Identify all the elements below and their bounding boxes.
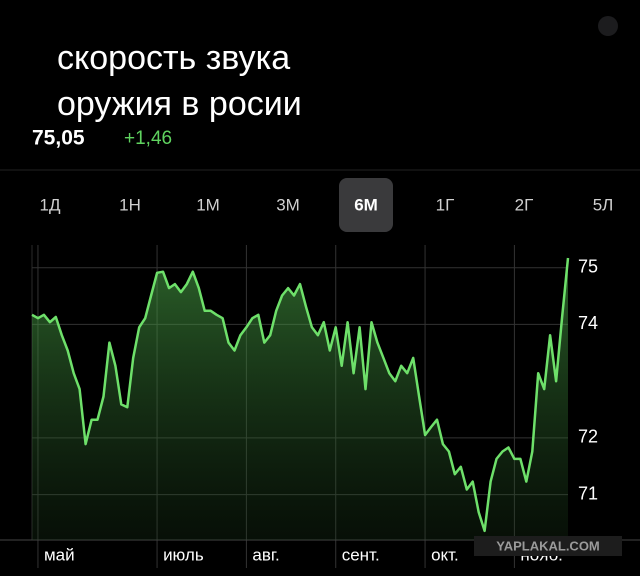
price: 75,05 [32,127,85,150]
period-button[interactable]: 6М [354,195,378,214]
period-button[interactable]: 1М [196,195,220,214]
y-tick-label: 72 [578,427,598,447]
y-tick-label: 75 [578,256,598,276]
period-button[interactable]: 5Л [593,195,614,214]
x-tick-label: авг. [252,545,279,564]
selected-period-bg [339,178,393,232]
watermark: YAPLAKAL.COM [496,538,600,553]
price-line [31,257,570,533]
title-line: оружия в росии [57,85,302,123]
title-line: скорость звука [57,39,290,77]
area [32,258,568,540]
price-change: +1,46 [124,128,172,149]
period-button[interactable]: 3М [276,195,300,214]
period-button[interactable]: 2Г [515,195,534,214]
x-tick-label: май [44,545,75,564]
x-tick-label: июль [163,545,204,564]
close-button[interactable] [598,16,618,36]
x-tick-label: сент. [342,545,380,564]
x-tick-label: окт. [431,545,459,564]
period-button[interactable]: 1Г [436,195,455,214]
watermark-bg [474,536,622,556]
y-tick-label: 71 [578,483,598,503]
period-button[interactable]: 1Н [119,195,141,214]
y-tick-label: 74 [578,313,598,333]
period-button[interactable]: 1Д [40,195,61,214]
period-selector: 1Д 1Н 1М 3М 6М 1Г 2Г 5Л [40,178,614,232]
